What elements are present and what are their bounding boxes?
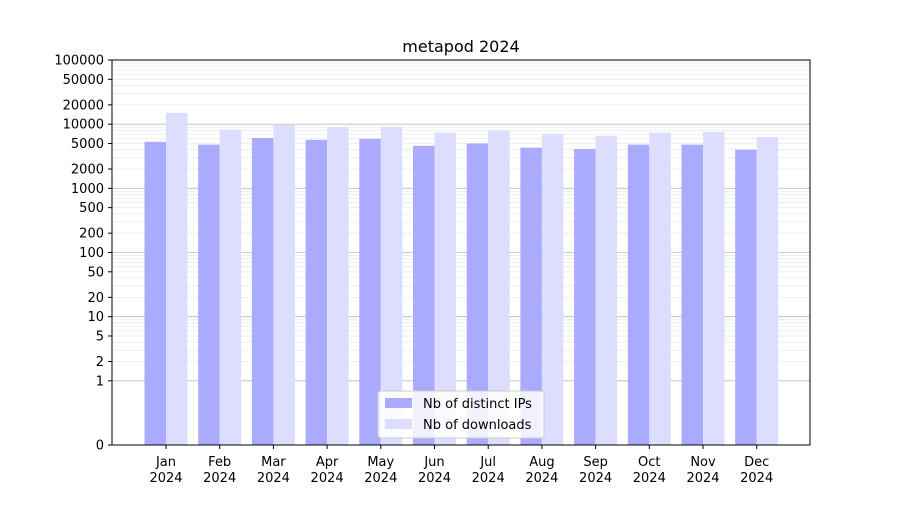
y-tick-label: 20 — [87, 291, 104, 306]
bar-distinct-ips-7 — [466, 143, 489, 445]
bar-downloads-5 — [380, 126, 403, 445]
y-tick-label: 1 — [96, 374, 104, 389]
bar-distinct-ips-11 — [681, 144, 703, 445]
bar-downloads-7 — [488, 130, 510, 445]
legend-label: Nb of distinct IPs — [423, 397, 532, 412]
x-tick-label: May 2024 — [364, 455, 397, 486]
bar-distinct-ips-9 — [574, 149, 596, 445]
x-tick-label: Nov 2024 — [686, 455, 719, 486]
x-tick-label: Jul 2024 — [472, 455, 505, 486]
bar-distinct-ips-5 — [359, 138, 381, 445]
bar-distinct-ips-12 — [735, 149, 757, 445]
bar-distinct-ips-3 — [251, 137, 274, 445]
bar-downloads-6 — [434, 132, 456, 446]
legend-box — [377, 390, 545, 439]
bar-distinct-ips-4 — [305, 139, 328, 445]
y-tick-label: 200 — [79, 227, 104, 242]
x-tick-label: Oct 2024 — [633, 455, 666, 486]
x-tick-label: Apr 2024 — [311, 455, 344, 486]
bar-distinct-ips-10 — [627, 144, 650, 445]
bar-downloads-2 — [219, 129, 242, 445]
bar-downloads-12 — [756, 137, 779, 446]
bar-downloads-8 — [541, 134, 564, 446]
bar-distinct-ips-1 — [144, 141, 166, 446]
bar-downloads-1 — [166, 112, 188, 445]
y-tick-label: 2000 — [71, 163, 104, 178]
legend-swatch — [385, 419, 412, 429]
bar-downloads-11 — [703, 131, 725, 446]
x-tick-label: Aug 2024 — [525, 455, 558, 486]
y-tick-label: 0 — [96, 439, 104, 454]
bars — [144, 112, 779, 446]
y-tick-label: 10 — [87, 310, 104, 325]
bar-downloads-4 — [327, 127, 349, 446]
bar-downloads-10 — [649, 132, 671, 446]
y-tick-label: 50 — [87, 265, 104, 280]
y-tick-label: 10000 — [63, 118, 104, 133]
x-tick-label: Sep 2024 — [579, 455, 612, 486]
x-axis: Jan 2024 Feb 2024 Mar 2024 Apr 2024 May 2024 Jun 20… — [149, 445, 773, 486]
y-tick-label: 5 — [96, 329, 104, 344]
y-tick-label: 2 — [96, 355, 104, 370]
bar-downloads-3 — [273, 125, 295, 446]
legend: Nb of distinct IPs Nb of downloads — [377, 390, 545, 439]
y-tick-label: 20000 — [63, 98, 104, 113]
legend-label: Nb of downloads — [423, 418, 532, 433]
bar-distinct-ips-2 — [198, 144, 220, 445]
bar-downloads-9 — [595, 135, 618, 446]
bar-distinct-ips-6 — [413, 145, 435, 445]
legend-swatch — [385, 398, 412, 408]
y-tick-label: 50000 — [63, 73, 104, 88]
y-tick-label: 1000 — [71, 182, 104, 197]
y-tick-label: 5000 — [71, 137, 104, 152]
x-tick-label: Jun 2024 — [418, 455, 451, 486]
y-tick-label: 500 — [79, 201, 104, 216]
x-tick-label: Mar 2024 — [257, 455, 290, 486]
y-tick-label: 100000 — [54, 54, 104, 69]
x-tick-label: Jan 2024 — [149, 455, 182, 486]
x-tick-label: Dec 2024 — [740, 455, 773, 486]
y-tick-label: 100 — [79, 246, 104, 261]
bar-distinct-ips-8 — [520, 147, 542, 445]
chart-title: metapod 2024 — [402, 37, 519, 56]
x-tick-label: Feb 2024 — [203, 455, 236, 486]
y-axis: 0 1 2 5 10 20 50 100 200 500 1000 2000 5000 10000 2000… — [54, 54, 112, 454]
